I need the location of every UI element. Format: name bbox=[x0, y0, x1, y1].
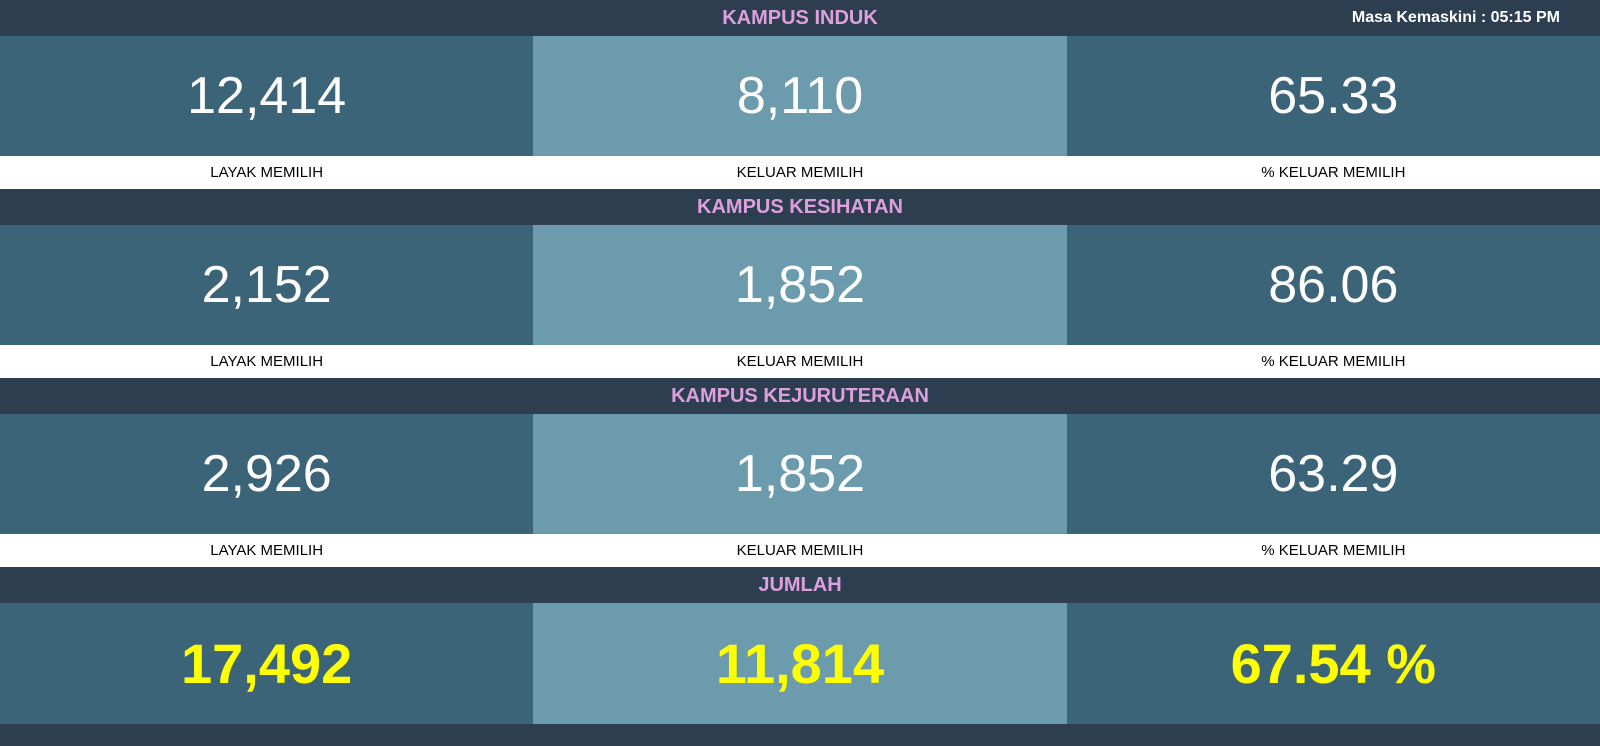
label-row-kejuruteraan: LAYAK MEMILIH KELUAR MEMILIH % KELUAR ME… bbox=[0, 534, 1600, 567]
section-header-jumlah: JUMLAH bbox=[0, 567, 1600, 603]
percent-label: % KELUAR MEMILIH bbox=[1067, 345, 1600, 378]
percent-label: % KELUAR MEMILIH bbox=[1067, 534, 1600, 567]
section-title: JUMLAH bbox=[758, 574, 841, 597]
voted-label: KELUAR MEMILIH bbox=[533, 534, 1066, 567]
voted-value: 1,852 bbox=[533, 414, 1066, 534]
eligible-value: 2,152 bbox=[0, 225, 533, 345]
value-row-induk: 12,414 8,110 65.33 bbox=[0, 36, 1600, 156]
value-row-kesihatan: 2,152 1,852 86.06 bbox=[0, 225, 1600, 345]
eligible-value: 12,414 bbox=[0, 36, 533, 156]
eligible-label: LAYAK MEMILIH bbox=[0, 156, 533, 189]
footer-bar bbox=[0, 724, 1600, 746]
voted-label: KELUAR MEMILIH bbox=[533, 156, 1066, 189]
section-header-kejuruteraan: KAMPUS KEJURUTERAAN bbox=[0, 378, 1600, 414]
section-title: KAMPUS INDUK bbox=[722, 7, 878, 30]
label-row-kesihatan: LAYAK MEMILIH KELUAR MEMILIH % KELUAR ME… bbox=[0, 345, 1600, 378]
section-title: KAMPUS KEJURUTERAAN bbox=[671, 385, 929, 408]
section-title: KAMPUS KESIHATAN bbox=[697, 196, 903, 219]
voted-value: 8,110 bbox=[533, 36, 1066, 156]
voted-value: 1,852 bbox=[533, 225, 1066, 345]
label-row-induk: LAYAK MEMILIH KELUAR MEMILIH % KELUAR ME… bbox=[0, 156, 1600, 189]
percent-value: 63.29 bbox=[1067, 414, 1600, 534]
timestamp: Masa Kemaskini : 05:15 PM bbox=[1352, 9, 1560, 27]
eligible-label: LAYAK MEMILIH bbox=[0, 345, 533, 378]
eligible-label: LAYAK MEMILIH bbox=[0, 534, 533, 567]
totals-percent: 67.54 % bbox=[1067, 603, 1600, 724]
percent-value: 86.06 bbox=[1067, 225, 1600, 345]
section-header-induk: KAMPUS INDUK Masa Kemaskini : 05:15 PM bbox=[0, 0, 1600, 36]
totals-eligible: 17,492 bbox=[0, 603, 533, 724]
totals-voted: 11,814 bbox=[533, 603, 1066, 724]
value-row-kejuruteraan: 2,926 1,852 63.29 bbox=[0, 414, 1600, 534]
percent-value: 65.33 bbox=[1067, 36, 1600, 156]
percent-label: % KELUAR MEMILIH bbox=[1067, 156, 1600, 189]
section-header-kesihatan: KAMPUS KESIHATAN bbox=[0, 189, 1600, 225]
eligible-value: 2,926 bbox=[0, 414, 533, 534]
totals-row: 17,492 11,814 67.54 % bbox=[0, 603, 1600, 724]
voted-label: KELUAR MEMILIH bbox=[533, 345, 1066, 378]
